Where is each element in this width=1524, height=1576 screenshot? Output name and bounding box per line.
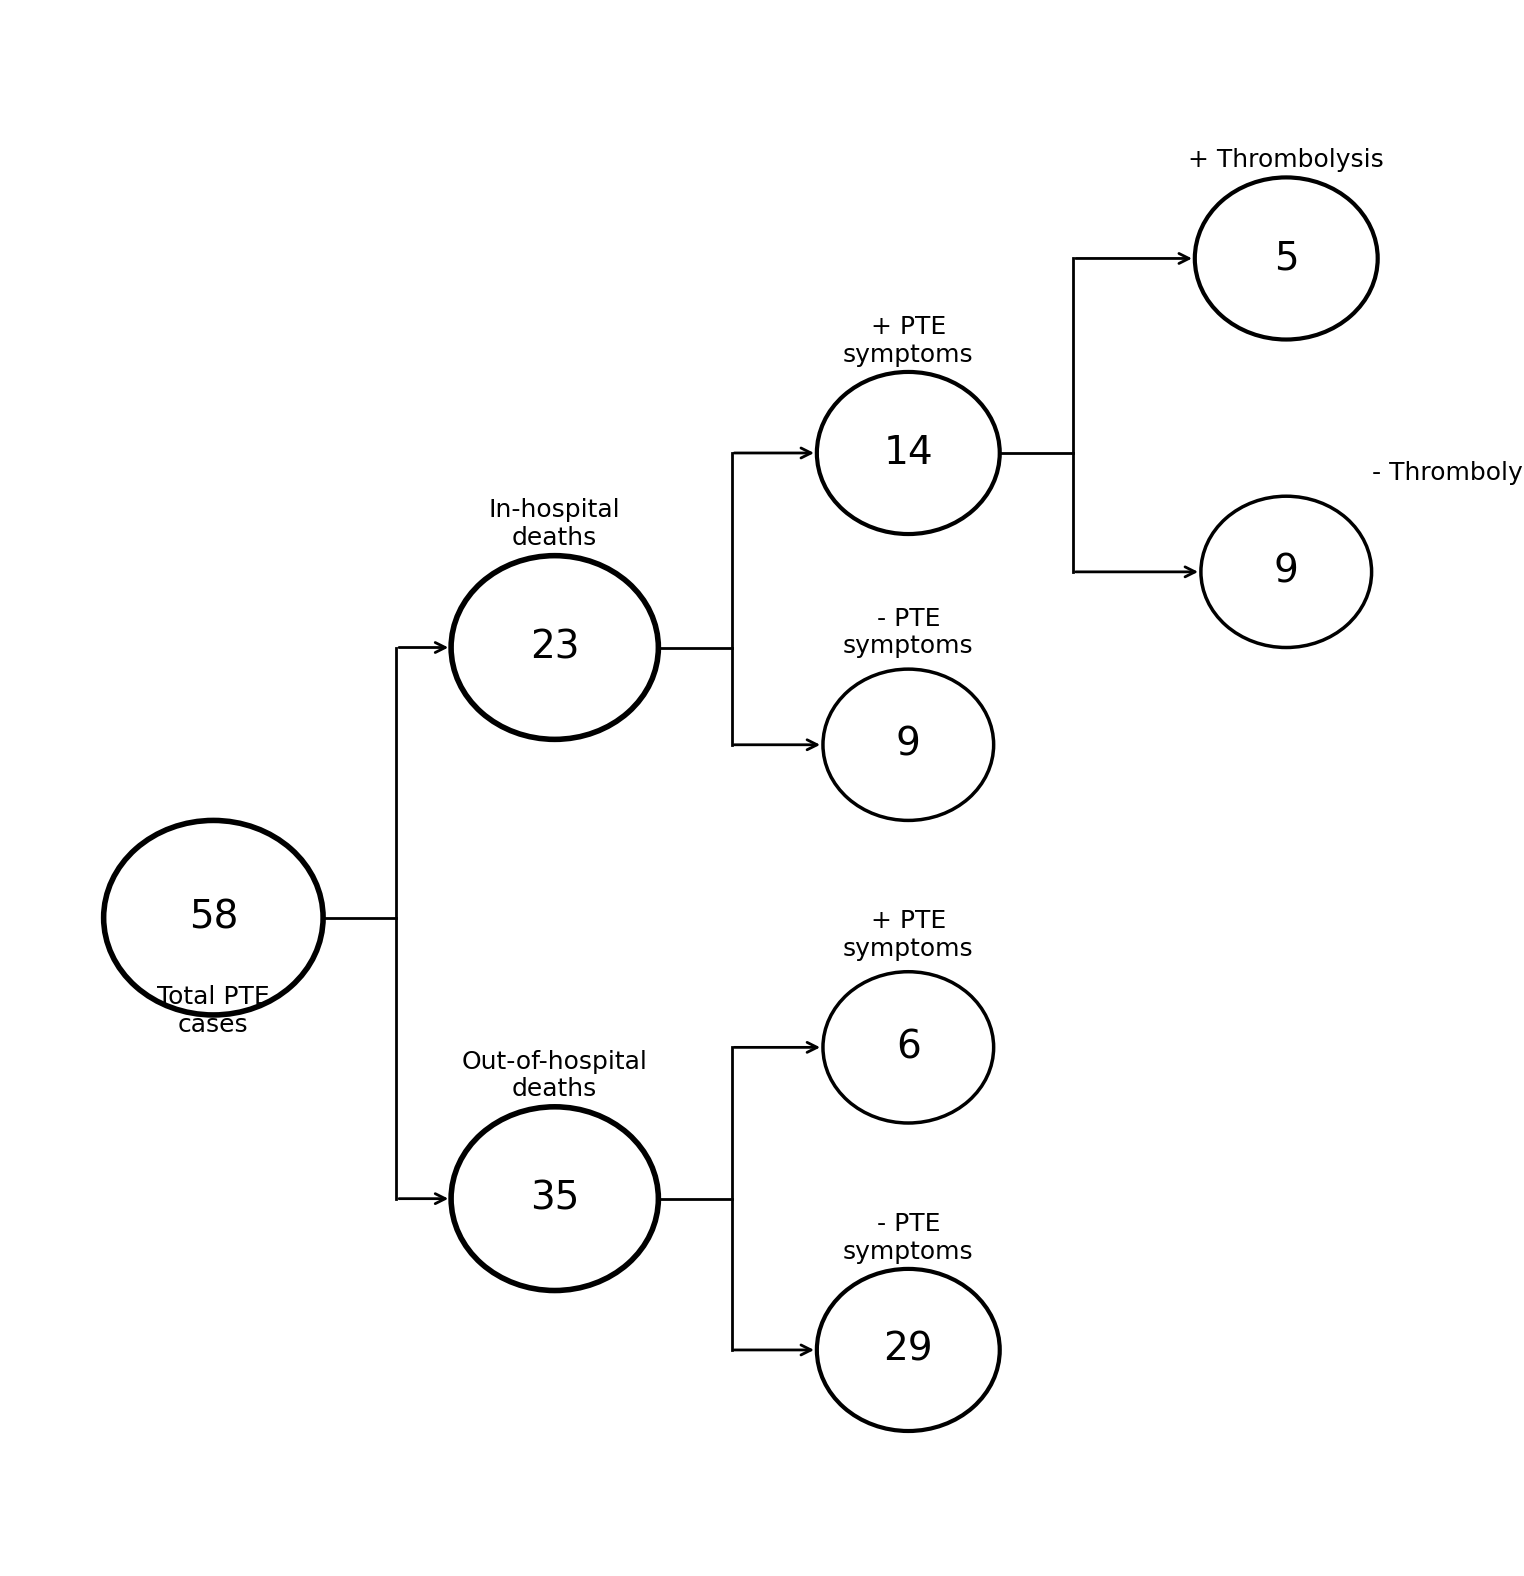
Text: 14: 14 [884, 433, 933, 471]
Text: 5: 5 [1274, 240, 1298, 277]
Text: + PTE
symptoms: + PTE symptoms [843, 315, 974, 367]
Text: - PTE
symptoms: - PTE symptoms [843, 607, 974, 659]
Text: 6: 6 [896, 1029, 920, 1067]
Text: Out-of-hospital
deaths: Out-of-hospital deaths [462, 1050, 648, 1102]
Text: 9: 9 [896, 727, 920, 764]
Text: In-hospital
deaths: In-hospital deaths [489, 498, 620, 550]
Text: 58: 58 [189, 898, 238, 936]
Text: - Thrombolysis: - Thrombolysis [1372, 462, 1524, 485]
Text: 9: 9 [1274, 553, 1298, 591]
Text: - PTE
symptoms: - PTE symptoms [843, 1212, 974, 1264]
Text: 23: 23 [530, 629, 579, 667]
Text: 35: 35 [530, 1180, 579, 1218]
Text: + Thrombolysis: + Thrombolysis [1189, 148, 1384, 172]
Text: 29: 29 [884, 1332, 933, 1370]
Text: Total PTE
cases: Total PTE cases [157, 985, 270, 1037]
Text: + PTE
symptoms: + PTE symptoms [843, 909, 974, 961]
